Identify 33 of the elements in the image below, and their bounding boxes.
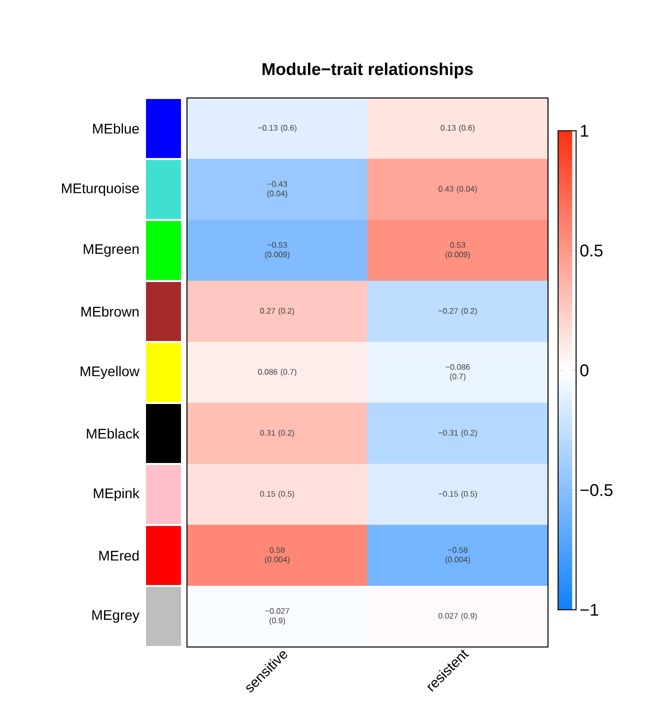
chart-title: Module−trait relationships [262, 62, 473, 78]
data-label: 0.31 (0.2) [260, 430, 294, 438]
data-label: 0.13 (0.6) [440, 124, 475, 132]
data-label: 0.027 (0.9) [438, 612, 477, 620]
color-bar-label: −0.5 [580, 484, 612, 496]
data-label: 0.15 (0.5) [260, 490, 294, 498]
data-label: −0.13 (0.6) [258, 124, 296, 132]
data-label: −0.53 (0.009) [265, 242, 290, 259]
y-tick-label: MEgrey [92, 610, 140, 623]
data-label: 0.58 (0.004) [265, 547, 290, 564]
y-tick-label: MEred [99, 550, 139, 561]
data-label: −0.58 (0.004) [446, 547, 470, 564]
data-label: 0.53 (0.009) [446, 242, 470, 259]
data-label: 0.27 (0.2) [260, 308, 294, 316]
color-bar-label: 0.5 [580, 244, 603, 257]
data-label: −0.27 (0.2) [438, 308, 477, 316]
data-label: −0.31 (0.2) [438, 430, 477, 438]
data-label: −0.027 (0.9) [265, 608, 290, 625]
color-bar-label: 0 [580, 364, 588, 376]
y-tick-label: MEpink [94, 488, 140, 502]
y-tick-label: MEturquoise [62, 182, 139, 196]
color-bar-label: −1 [580, 604, 598, 616]
data-label: −0.43 (0.04) [267, 181, 288, 198]
y-tick-label: MEblue [93, 123, 139, 134]
data-label: −0.15 (0.5) [438, 490, 477, 498]
y-tick-label: MEyellow [80, 366, 140, 380]
y-tick-label: MEbrown [81, 306, 139, 317]
y-tick-label: MEgreen [84, 244, 139, 257]
color-bar-label: 1 [580, 124, 588, 137]
y-tick-label: MEblack [86, 428, 140, 439]
data-label: 0.086 (0.7) [258, 368, 296, 376]
data-label: −0.086 (0.7) [446, 364, 470, 381]
data-label: 0.43 (0.04) [438, 186, 477, 194]
